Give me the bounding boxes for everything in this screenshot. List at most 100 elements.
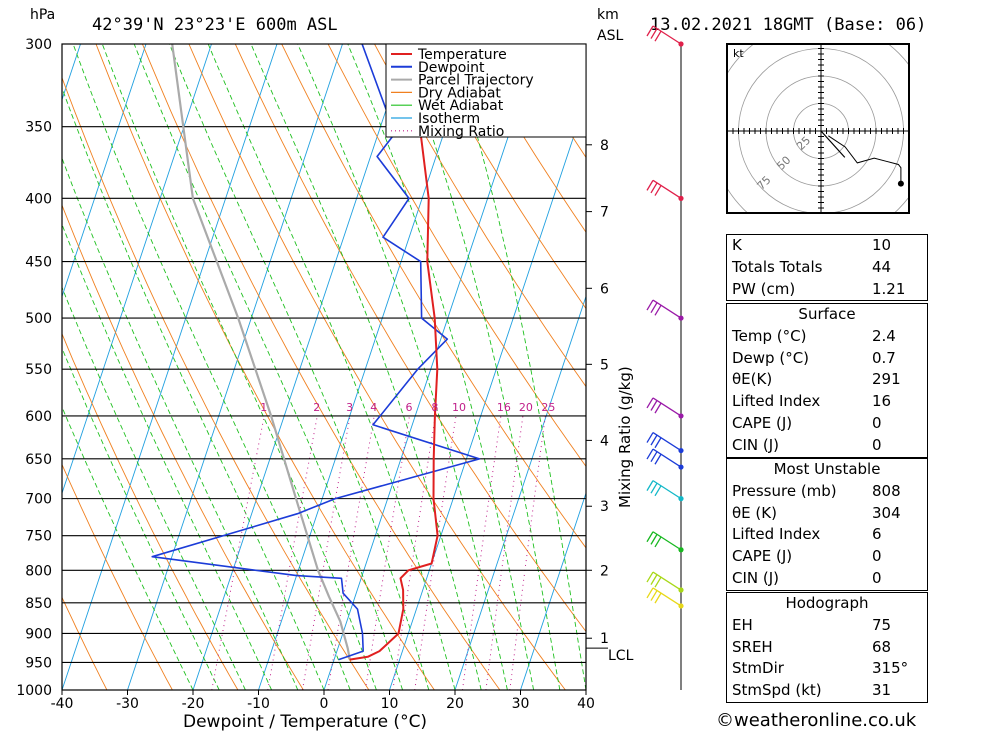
index-row: Totals Totals 44 (727, 257, 927, 279)
surface-key: Dewp (°C) (732, 348, 810, 367)
mixing-ratio-label: 1 (260, 401, 267, 414)
x-axis-label: Dewpoint / Temperature (°C) (183, 712, 427, 732)
x-tick-label: 0 (320, 696, 329, 712)
surface-value: 291 (872, 370, 901, 389)
wet-adiabat (297, 44, 508, 690)
wet-adiabat (62, 286, 246, 690)
isotherm-line (62, 44, 278, 690)
isotherm-line (258, 44, 474, 690)
series-line-parcel-trajectory (171, 44, 351, 660)
wet-adiabat (398, 44, 561, 690)
surface-value: 0 (872, 413, 882, 432)
wind-barb-feather (654, 437, 662, 449)
most-unstable-key: CIN (J) (732, 568, 780, 587)
most-unstable-value: 0 (872, 568, 882, 587)
mixing-ratio-line (392, 415, 436, 690)
hodograph-table-row: StmSpd (kt) 31 (727, 680, 927, 702)
most-unstable-value: 304 (872, 503, 901, 522)
most-unstable-value: 6 (872, 525, 882, 544)
hodograph-table-value: 75 (872, 615, 892, 634)
location-title: 42°39'N 23°23'E 600m ASL (92, 15, 338, 35)
mixing-ratio-labels: 1 2 3 4 6 8 10 16 20 25 (260, 401, 555, 414)
wind-barb-feather (654, 304, 662, 316)
wind-barb-shaft (652, 179, 682, 199)
wind-barb-feather (654, 485, 662, 497)
km-tick-label: 6 (600, 281, 609, 297)
wind-barb-shaft (652, 448, 682, 468)
mixing-ratio-axis-label: Mixing Ratio (g/kg) (616, 366, 634, 508)
pressure-tick-label: 550 (25, 362, 52, 378)
legend-entry: Mixing Ratio (418, 124, 504, 140)
most-unstable-row: Lifted Index 6 (727, 524, 927, 546)
hodo-ring-label: 25 (794, 134, 813, 153)
lcl-label: LCL (608, 648, 634, 664)
wind-barb (646, 431, 684, 454)
mixing-ratio-label: 10 (452, 401, 466, 414)
km-tick-label: 8 (600, 138, 609, 154)
pressure-tick-label: 300 (25, 37, 52, 53)
index-value: 1.21 (872, 279, 906, 298)
hodograph-table-row: StmDir 315° (727, 658, 927, 680)
mixing-ratio-label: 20 (519, 401, 533, 414)
surface-row: θE(K) 291 (727, 369, 927, 391)
most-unstable-key: Lifted Index (732, 525, 821, 544)
mixing-ratio-line (267, 415, 318, 690)
hodograph-table-value: 68 (872, 637, 892, 656)
mixing-ratio-label: 4 (370, 401, 377, 414)
mixing-ratio-line (211, 415, 265, 690)
index-row: K 10 (727, 235, 927, 257)
hodo-ring-label: 75 (755, 173, 774, 192)
wet-adiabat (62, 346, 220, 690)
hodograph-table-key: EH (732, 615, 753, 634)
x-tick-label: -20 (182, 696, 205, 712)
hodograph-table-key: SREH (732, 637, 773, 656)
surface-row: Dewp (°C) 0.7 (727, 348, 927, 370)
wind-barb (646, 179, 684, 201)
x-tick-label: 40 (577, 696, 595, 712)
pressure-tick-label: 750 (25, 529, 52, 545)
mixing-ratio-line (327, 415, 375, 690)
most-unstable-row: θE (K) 304 (727, 503, 927, 525)
wet-adiabat (62, 86, 325, 690)
wind-barb-feather (650, 590, 658, 601)
dry-adiabat (62, 596, 108, 690)
wet-adiabat (62, 405, 194, 690)
wind-barb-feather (650, 302, 658, 314)
isobars (62, 43, 586, 691)
pressure-tick-label: 650 (25, 452, 52, 468)
pressure-tick-label: 850 (25, 596, 52, 612)
wind-barb-feather (646, 432, 654, 443)
mixing-ratio-label: 25 (541, 401, 555, 414)
dry-adiabat (141, 44, 501, 690)
wind-barb (646, 531, 684, 553)
dry-adiabat (932, 44, 1000, 690)
datetime-title: 13.02.2021 18GMT (Base: 06) (650, 15, 926, 35)
most-unstable-key: θE (K) (732, 503, 777, 522)
wet-adiabat (101, 44, 377, 690)
series-line-dewpoint (151, 44, 481, 661)
pressure-tick-label: 950 (25, 655, 52, 671)
x-tick-label: 20 (446, 696, 464, 712)
surface-key: CIN (J) (732, 435, 780, 454)
most-unstable-title: Most Unstable (773, 460, 881, 478)
pressure-tick-label: 700 (25, 492, 52, 508)
surface-row: Temp (°C) 2.4 (727, 326, 927, 348)
footer-credit[interactable]: ©weatheronline.co.uk (716, 710, 917, 731)
wind-barb-shaft (652, 531, 682, 551)
km-tick-label: 4 (600, 433, 609, 449)
plot-frame (61, 43, 587, 691)
dry-adiabat (62, 76, 370, 690)
isotherm-line (62, 44, 212, 495)
wind-barbs (646, 25, 684, 609)
legend-entry: Parcel Trajectory (418, 73, 534, 89)
legend-entry: Dewpoint (418, 60, 485, 76)
wind-barb-feather (646, 448, 654, 460)
wind-barb (646, 299, 684, 321)
surface-value: 0.7 (872, 348, 896, 367)
series-line-temperature (349, 44, 439, 661)
hodograph-table-value: 31 (872, 681, 892, 700)
x-tick-label: -10 (247, 696, 270, 712)
isotherm-line (0, 44, 15, 690)
